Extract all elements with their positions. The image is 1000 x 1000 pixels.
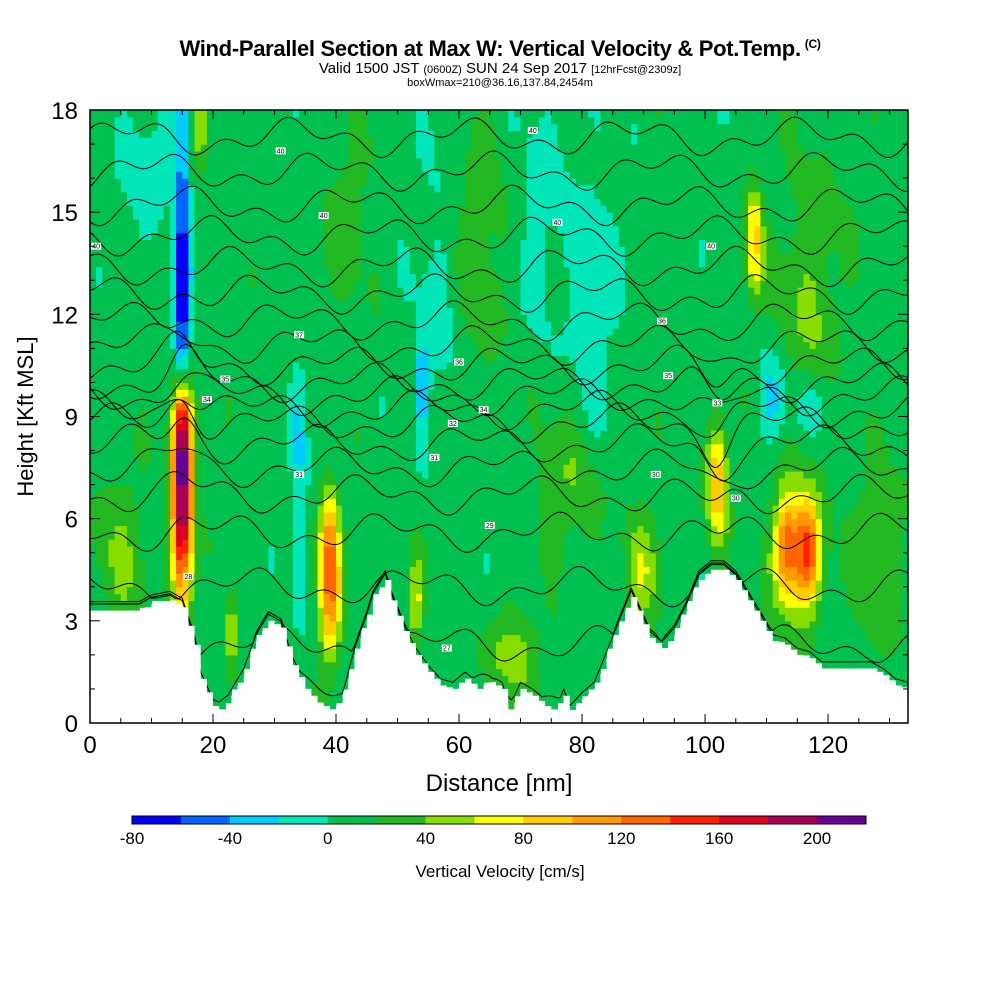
copyright-mark: (C) [804, 36, 821, 51]
colorbar-swatch [132, 816, 182, 824]
y-tick-label: 12 [51, 302, 78, 329]
colorbar-tick-label: -80 [120, 829, 145, 848]
y-tick-label: 0 [65, 711, 78, 738]
theta-label: 35 [663, 372, 674, 380]
x-tick-label: 120 [808, 732, 848, 759]
colorbar-tick-label: 40 [416, 829, 435, 848]
colorbar-swatch [621, 816, 671, 824]
x-tick-label: 0 [83, 732, 96, 759]
colorbar-frame [131, 815, 867, 825]
theta-label: 31 [294, 470, 305, 479]
colorbar-swatch [572, 816, 622, 824]
theta-label: 31 [429, 453, 440, 462]
x-tick-label: 60 [446, 732, 473, 759]
theta-label: 30 [650, 470, 661, 479]
colorbar-tick-label: 0 [323, 829, 332, 848]
colorbar-tick-label: 200 [803, 829, 831, 848]
x-tick-label: 40 [323, 732, 350, 759]
colorbar-swatch [768, 816, 818, 824]
theta-label: 28 [183, 573, 194, 581]
theta-contour [90, 116, 908, 159]
axes-ticks [89, 109, 908, 724]
chart-title: Wind-Parallel Section at Max W: Vertical… [179, 36, 821, 61]
y-tick-label: 9 [65, 405, 78, 432]
theta-label: 40 [318, 212, 329, 220]
theta-contour [90, 564, 908, 608]
theta-label: 35 [220, 375, 231, 384]
theta-label: 36 [656, 317, 667, 326]
theta-label: 40 [527, 126, 538, 135]
colorbar-tick-label: 160 [705, 829, 733, 848]
theta-contour [90, 245, 908, 288]
theta-label: 30 [730, 494, 741, 503]
theta-contour [90, 215, 908, 257]
x-axis-label: Distance [nm] [426, 770, 573, 797]
theta-contour [90, 323, 908, 366]
theta-contour [90, 300, 908, 342]
theta-label: 29 [484, 521, 495, 530]
theta-label: 37 [294, 331, 305, 339]
theta-label: 33 [712, 399, 723, 407]
colorbar-swatch [278, 816, 329, 824]
colorbar-swatch [670, 816, 720, 824]
theta-label: 34 [201, 395, 212, 404]
colorbar-tick-label: -40 [218, 829, 243, 848]
theta-contour [90, 273, 908, 315]
theta-label: 36 [454, 358, 465, 367]
colorbar-swatch [425, 816, 476, 824]
theta-label: 34 [478, 406, 489, 414]
theta-contour [90, 560, 908, 664]
vertical-velocity-field [90, 110, 908, 710]
theta-label: 40 [706, 242, 717, 251]
theta-contour [90, 417, 908, 482]
theta-label: 40 [552, 218, 563, 227]
y-axis-label: Height [Kft MSL] [13, 336, 38, 496]
colorbar-tick-label: 80 [514, 829, 533, 848]
chart-subtitle-2: boxWmax=210@36.16,137.84,2454m [407, 77, 593, 89]
x-tick-label: 80 [569, 732, 596, 759]
colorbar-swatch [523, 816, 573, 824]
theta-contour [90, 184, 908, 227]
theta-label: 40 [91, 242, 102, 251]
theta-label: 40 [275, 147, 286, 155]
theta-label: 32 [447, 419, 458, 428]
theta-contour [90, 330, 908, 388]
y-tick-label: 18 [51, 98, 78, 125]
theta-contour [90, 398, 908, 469]
colorbar: -80 -40 0 40 80 120 160 200 [120, 815, 867, 848]
colorbar-swatch [817, 816, 867, 824]
theta-label: 27 [441, 644, 452, 653]
colorbar-swatch [180, 816, 231, 824]
colorbar-swatch [376, 816, 427, 824]
contour-labels: 40 40 40 40 40 40 37 36 36 35 35 34 34 33 32 31 31 30 30 29… [91, 126, 741, 653]
x-tick-label: 100 [685, 732, 725, 759]
y-tick-label: 3 [65, 609, 78, 636]
colorbar-label: Vertical Velocity [cm/s] [415, 862, 585, 881]
x-tick-label: 20 [200, 732, 227, 759]
theta-contour [90, 372, 908, 417]
theta-contour [90, 389, 908, 438]
y-tick-label: 6 [65, 507, 78, 534]
theta-contour [90, 446, 908, 490]
colorbar-tick-label: 120 [607, 829, 635, 848]
y-tick-label: 15 [51, 200, 78, 227]
colorbar-swatch [719, 816, 769, 824]
theta-contour [90, 150, 908, 192]
chart-subtitle: Valid 1500 JST (0600Z) SUN 24 Sep 2017 [… [318, 60, 682, 77]
terrain-mask [90, 569, 908, 723]
colorbar-swatch [229, 816, 280, 824]
colorbar-swatch [327, 816, 378, 824]
theta-contour [90, 511, 908, 553]
colorbar-swatch [474, 816, 524, 824]
theta-contour [90, 471, 908, 516]
